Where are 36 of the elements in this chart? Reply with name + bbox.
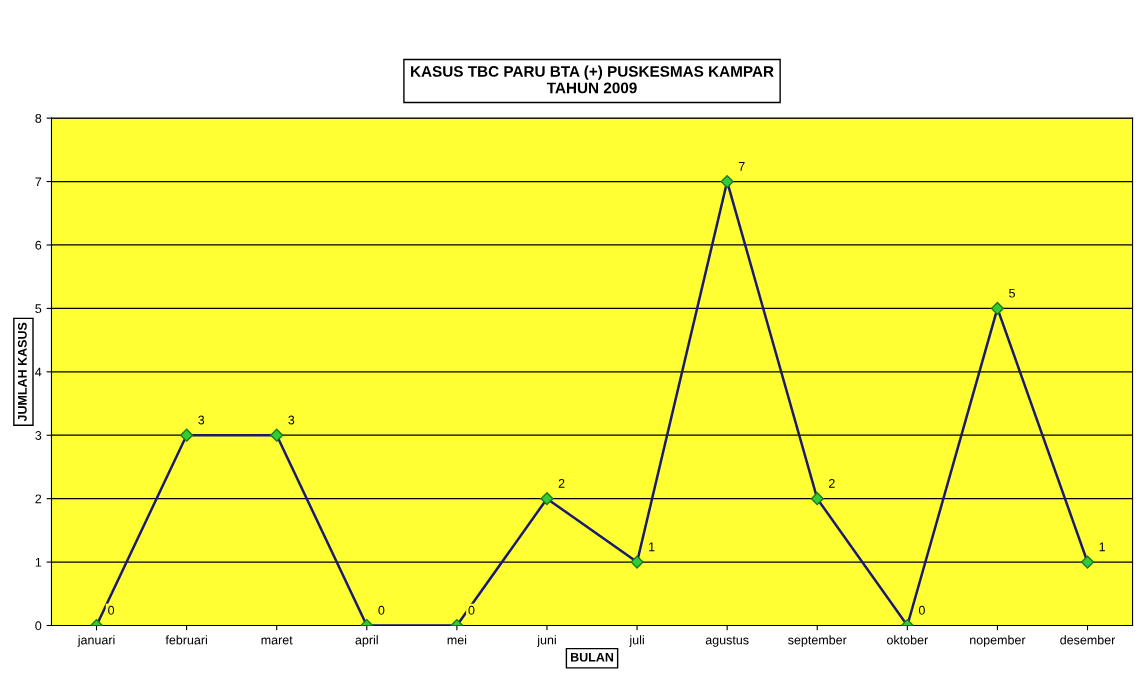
data-label: 1 xyxy=(649,542,655,552)
data-label: 0 xyxy=(378,605,385,615)
data-label: 2 xyxy=(828,479,835,488)
x-tick-label: september xyxy=(788,635,847,647)
data-label: 3 xyxy=(198,415,205,425)
x-tick-label: februari xyxy=(165,635,207,645)
y-tick-label: 7 xyxy=(35,177,42,187)
x-tick-label: oktober xyxy=(887,635,928,645)
x-tick-label: april xyxy=(355,635,378,647)
x-axis-title: BULAN xyxy=(570,652,614,662)
data-label: 0 xyxy=(468,605,475,615)
data-label: 2 xyxy=(558,479,565,488)
y-tick-label: 5 xyxy=(35,304,42,314)
x-tick-label: agustus xyxy=(705,636,749,647)
chart-title: KASUS TBC PARU BTA (+) PUSKESMAS KAMPAR TAHUN 2009 xyxy=(411,65,774,94)
y-tick-label: 4 xyxy=(35,367,42,377)
data-label: 3 xyxy=(288,415,295,425)
x-tick-label: desember xyxy=(1060,635,1116,645)
y-tick-label: 1 xyxy=(35,558,42,567)
data-label: 1 xyxy=(1099,542,1105,552)
x-tick-label: juli xyxy=(629,635,644,647)
y-axis-title: JUMLAH KASUS xyxy=(17,322,27,422)
y-tick-label: 2 xyxy=(35,494,42,504)
y-tick-label: 8 xyxy=(35,113,42,123)
x-tick-label: juni xyxy=(536,635,556,647)
y-tick-label: 6 xyxy=(35,240,42,250)
y-tick-label: 3 xyxy=(35,431,42,440)
data-label: 0 xyxy=(918,605,925,615)
y-tick-label: 0 xyxy=(35,621,42,631)
x-tick-label: maret xyxy=(261,636,293,645)
x-tick-label: nopember xyxy=(970,635,1026,647)
data-label: 7 xyxy=(738,162,745,171)
x-tick-label: mei xyxy=(447,635,467,645)
x-tick-label: januari xyxy=(77,635,115,647)
data-label: 5 xyxy=(1009,288,1015,298)
data-label: 0 xyxy=(108,605,115,615)
